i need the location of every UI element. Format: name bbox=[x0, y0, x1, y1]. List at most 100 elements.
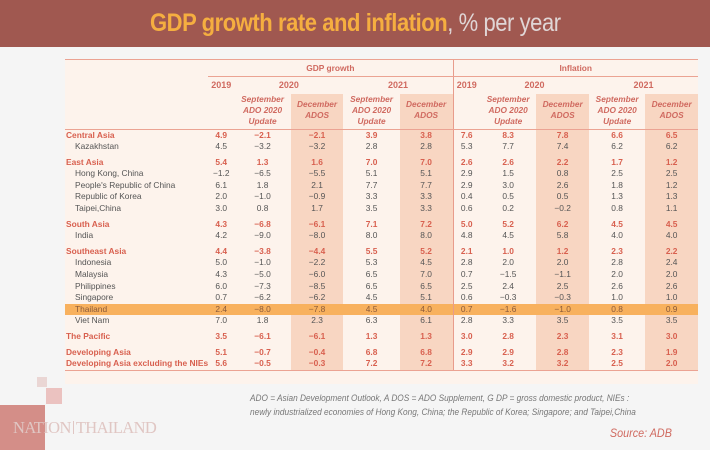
header-blank bbox=[452, 93, 480, 130]
inflation-value: 2.8 bbox=[502, 331, 514, 341]
gdp-value: 5.1 bbox=[365, 168, 378, 179]
logo-text-left: NATION bbox=[13, 418, 71, 437]
inflation-value: 0.7 bbox=[452, 269, 480, 281]
region-name: The Pacific bbox=[66, 331, 111, 341]
gdp-value: 3.9 bbox=[365, 129, 378, 140]
header-line: ADOS bbox=[550, 110, 575, 120]
inflation-value: 0.8 bbox=[611, 203, 623, 214]
header-september-ado-update: September ADO 2020 Update bbox=[479, 93, 537, 130]
inflation-value: 2.9 bbox=[452, 168, 480, 180]
inflation-value: 3.3 bbox=[452, 358, 480, 371]
header-line: Update bbox=[357, 115, 386, 126]
table-row: The Pacific 3.5 −6.1 −6.1 1.3 1.3 3.0 2.8 2.3 3.1… bbox=[65, 327, 698, 343]
gdp-value: −3.2 bbox=[254, 141, 271, 152]
gdp-value: 4.9 bbox=[215, 129, 228, 140]
table-row: Republic of Korea 2.0 −1.0 −0.9 3.3 3.3 0.4 0.5… bbox=[65, 191, 698, 204]
gdp-value: 2.8 bbox=[365, 141, 378, 152]
inflation-value: 4.5 bbox=[611, 218, 623, 229]
gdp-value: 2.1 bbox=[290, 179, 344, 192]
header-december-ados: December ADOS bbox=[290, 93, 344, 130]
page-title: GDP growth rate and inflation, % per yea… bbox=[150, 0, 561, 47]
inflation-value: 2.6 bbox=[611, 280, 623, 291]
economy-name: Kazakhstan bbox=[75, 141, 119, 152]
gdp-value: 1.3 bbox=[256, 156, 269, 167]
gdp-value: −1.0 bbox=[254, 191, 271, 202]
inflation-value: 7.6 bbox=[452, 129, 480, 142]
inflation-value: −1.6 bbox=[479, 303, 537, 316]
header-line: December bbox=[296, 99, 338, 109]
header-year: 2021 bbox=[387, 80, 408, 91]
gdp-value: 5.1 bbox=[399, 168, 454, 180]
inflation-value: 2.5 bbox=[645, 168, 698, 180]
inflation-value: 2.8 bbox=[611, 257, 623, 268]
header-december-ados: December ADOS bbox=[645, 93, 698, 130]
gdp-value: 6.8 bbox=[399, 342, 454, 359]
economy-name: Singapore bbox=[75, 292, 114, 303]
gdp-value: 5.1 bbox=[399, 292, 454, 304]
gdp-value: 4.3 bbox=[215, 269, 228, 280]
gdp-value: 6.5 bbox=[365, 280, 378, 291]
gdp-value: 3.0 bbox=[215, 203, 228, 214]
table-body: Central Asia 4.9 −2.1 −2.1 3.9 3.8 7.6 8.3 7.8 6.… bbox=[65, 129, 698, 371]
inflation-value: 2.8 bbox=[452, 315, 480, 327]
header-line: December bbox=[406, 99, 447, 109]
table-row: Hong Kong, China −1.2 −6.5 −5.5 5.1 5.1 2.9 1.5… bbox=[65, 168, 698, 180]
inflation-value: 2.6 bbox=[645, 280, 698, 293]
inflation-value: 2.5 bbox=[588, 358, 646, 371]
header-line: Update bbox=[603, 115, 632, 126]
inflation-value: 0.5 bbox=[536, 191, 589, 204]
inflation-value: 0.5 bbox=[502, 191, 514, 202]
inflation-value: 4.5 bbox=[502, 230, 514, 241]
inflation-value: 3.5 bbox=[536, 315, 589, 327]
inflation-value: 4.0 bbox=[611, 230, 623, 241]
header-line: September bbox=[241, 93, 284, 104]
region-name: Developing Asia bbox=[66, 346, 131, 357]
economy-name: India bbox=[75, 230, 94, 241]
inflation-value: 7.7 bbox=[502, 141, 514, 152]
header-line: Update bbox=[248, 115, 277, 126]
header-december-ados: December ADOS bbox=[536, 93, 589, 130]
gdp-value: −6.2 bbox=[290, 292, 344, 304]
gdp-value: 5.5 bbox=[365, 245, 378, 256]
gdp-value: 6.1 bbox=[215, 179, 228, 190]
header-september-ado-update: September ADO 2020 Update bbox=[588, 93, 646, 130]
header-blank bbox=[65, 93, 209, 130]
inflation-value: 2.0 bbox=[502, 257, 514, 268]
region-name: Developing Asia excluding the NIEs bbox=[65, 358, 209, 371]
inflation-value: 0.6 bbox=[452, 292, 480, 304]
inflation-value: 5.0 bbox=[452, 214, 480, 231]
gdp-value: 0.8 bbox=[256, 203, 269, 214]
gdp-value: −6.1 bbox=[290, 327, 344, 343]
gdp-value: 4.5 bbox=[343, 303, 400, 316]
inflation-value: 2.8 bbox=[452, 257, 480, 270]
inflation-value: 5.3 bbox=[452, 141, 480, 153]
inflation-value: 3.2 bbox=[479, 358, 537, 371]
table-row: South Asia 4.3 −6.8 −6.1 7.1 7.2 5.0 5.2 6.2 4.5 4… bbox=[65, 214, 698, 231]
inflation-value: 4.0 bbox=[645, 230, 698, 242]
header-line: September bbox=[595, 93, 639, 104]
gdp-value: 3.8 bbox=[399, 129, 454, 142]
gdp-value: 5.1 bbox=[215, 346, 228, 357]
inflation-value: 2.4 bbox=[502, 280, 514, 291]
economy-name: Thailand bbox=[65, 303, 209, 316]
gdp-value: −6.8 bbox=[254, 218, 271, 229]
inflation-value: 8.3 bbox=[502, 129, 514, 140]
gdp-value: 5.0 bbox=[215, 257, 228, 268]
gdp-value: −4.4 bbox=[290, 241, 344, 258]
header-year: 2019 bbox=[211, 80, 232, 91]
gdp-value: −1.0 bbox=[254, 257, 271, 268]
gdp-value: 7.0 bbox=[365, 156, 378, 167]
header-september-ado-update: September ADO 2020 Update bbox=[343, 93, 400, 130]
gdp-value: 2.3 bbox=[290, 315, 344, 327]
header-line: December bbox=[651, 99, 692, 109]
inflation-value: 5.8 bbox=[536, 230, 589, 242]
inflation-value: 0.2 bbox=[502, 203, 514, 214]
gdp-value: 3.5 bbox=[365, 203, 378, 214]
gdp-value: 7.2 bbox=[343, 358, 400, 371]
header-line: December bbox=[542, 99, 583, 109]
inflation-value: 1.7 bbox=[611, 156, 623, 167]
inflation-value: 2.0 bbox=[611, 269, 623, 280]
table-row: Developing Asia 5.1 −0.7 −0.4 6.8 6.8 2.9 2.9 2.… bbox=[65, 342, 698, 359]
inflation-value: 0.8 bbox=[588, 303, 646, 316]
inflation-value: 3.0 bbox=[645, 327, 698, 343]
